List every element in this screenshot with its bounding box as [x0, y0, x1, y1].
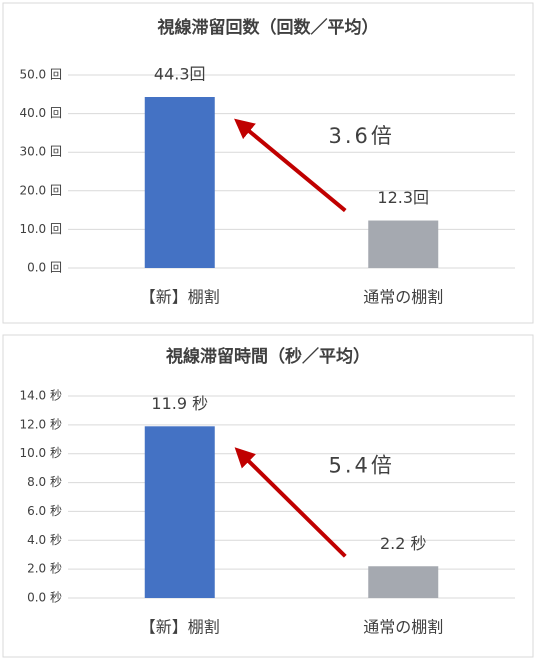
chart-title: 視線滞留時間（秒／平均）	[165, 346, 370, 367]
y-tick-label: 20.0 回	[19, 183, 62, 197]
x-tick-label: 【新】棚割	[140, 288, 220, 307]
panel	[2, 2, 534, 324]
value-label: 2.2 秒	[380, 534, 427, 553]
bar	[368, 220, 439, 268]
y-tick-label: 10.0 秒	[19, 446, 62, 460]
y-tick-label: 40.0 回	[19, 106, 62, 120]
chart-title: 視線滞留回数（回数／平均）	[157, 17, 379, 38]
annotation: 5.4倍	[329, 453, 395, 477]
bar	[368, 566, 439, 598]
bar	[144, 97, 215, 268]
y-tick-label: 10.0 回	[19, 222, 62, 236]
y-tick-label: 50.0 回	[19, 68, 62, 82]
x-tick-label: 通常の棚割	[363, 618, 443, 637]
annotation: 3.6倍	[329, 124, 395, 148]
panel	[2, 334, 534, 658]
x-tick-label: 通常の棚割	[363, 288, 443, 307]
value-label: 11.9 秒	[151, 394, 208, 413]
x-tick-label: 【新】棚割	[140, 618, 220, 637]
y-tick-label: 0.0 秒	[27, 591, 62, 605]
y-tick-label: 12.0 秒	[19, 417, 62, 431]
y-tick-label: 14.0 秒	[19, 389, 62, 403]
y-tick-label: 8.0 秒	[27, 475, 62, 489]
y-tick-label: 0.0 回	[27, 261, 62, 275]
arrow	[234, 118, 347, 213]
bar	[144, 426, 215, 598]
value-label: 12.3回	[377, 188, 429, 207]
y-tick-label: 4.0 秒	[27, 533, 62, 547]
arrow	[234, 447, 347, 558]
value-label: 44.3回	[154, 65, 206, 84]
y-tick-label: 2.0 秒	[27, 562, 62, 576]
y-tick-label: 6.0 秒	[27, 504, 62, 518]
y-tick-label: 30.0 回	[19, 145, 62, 159]
